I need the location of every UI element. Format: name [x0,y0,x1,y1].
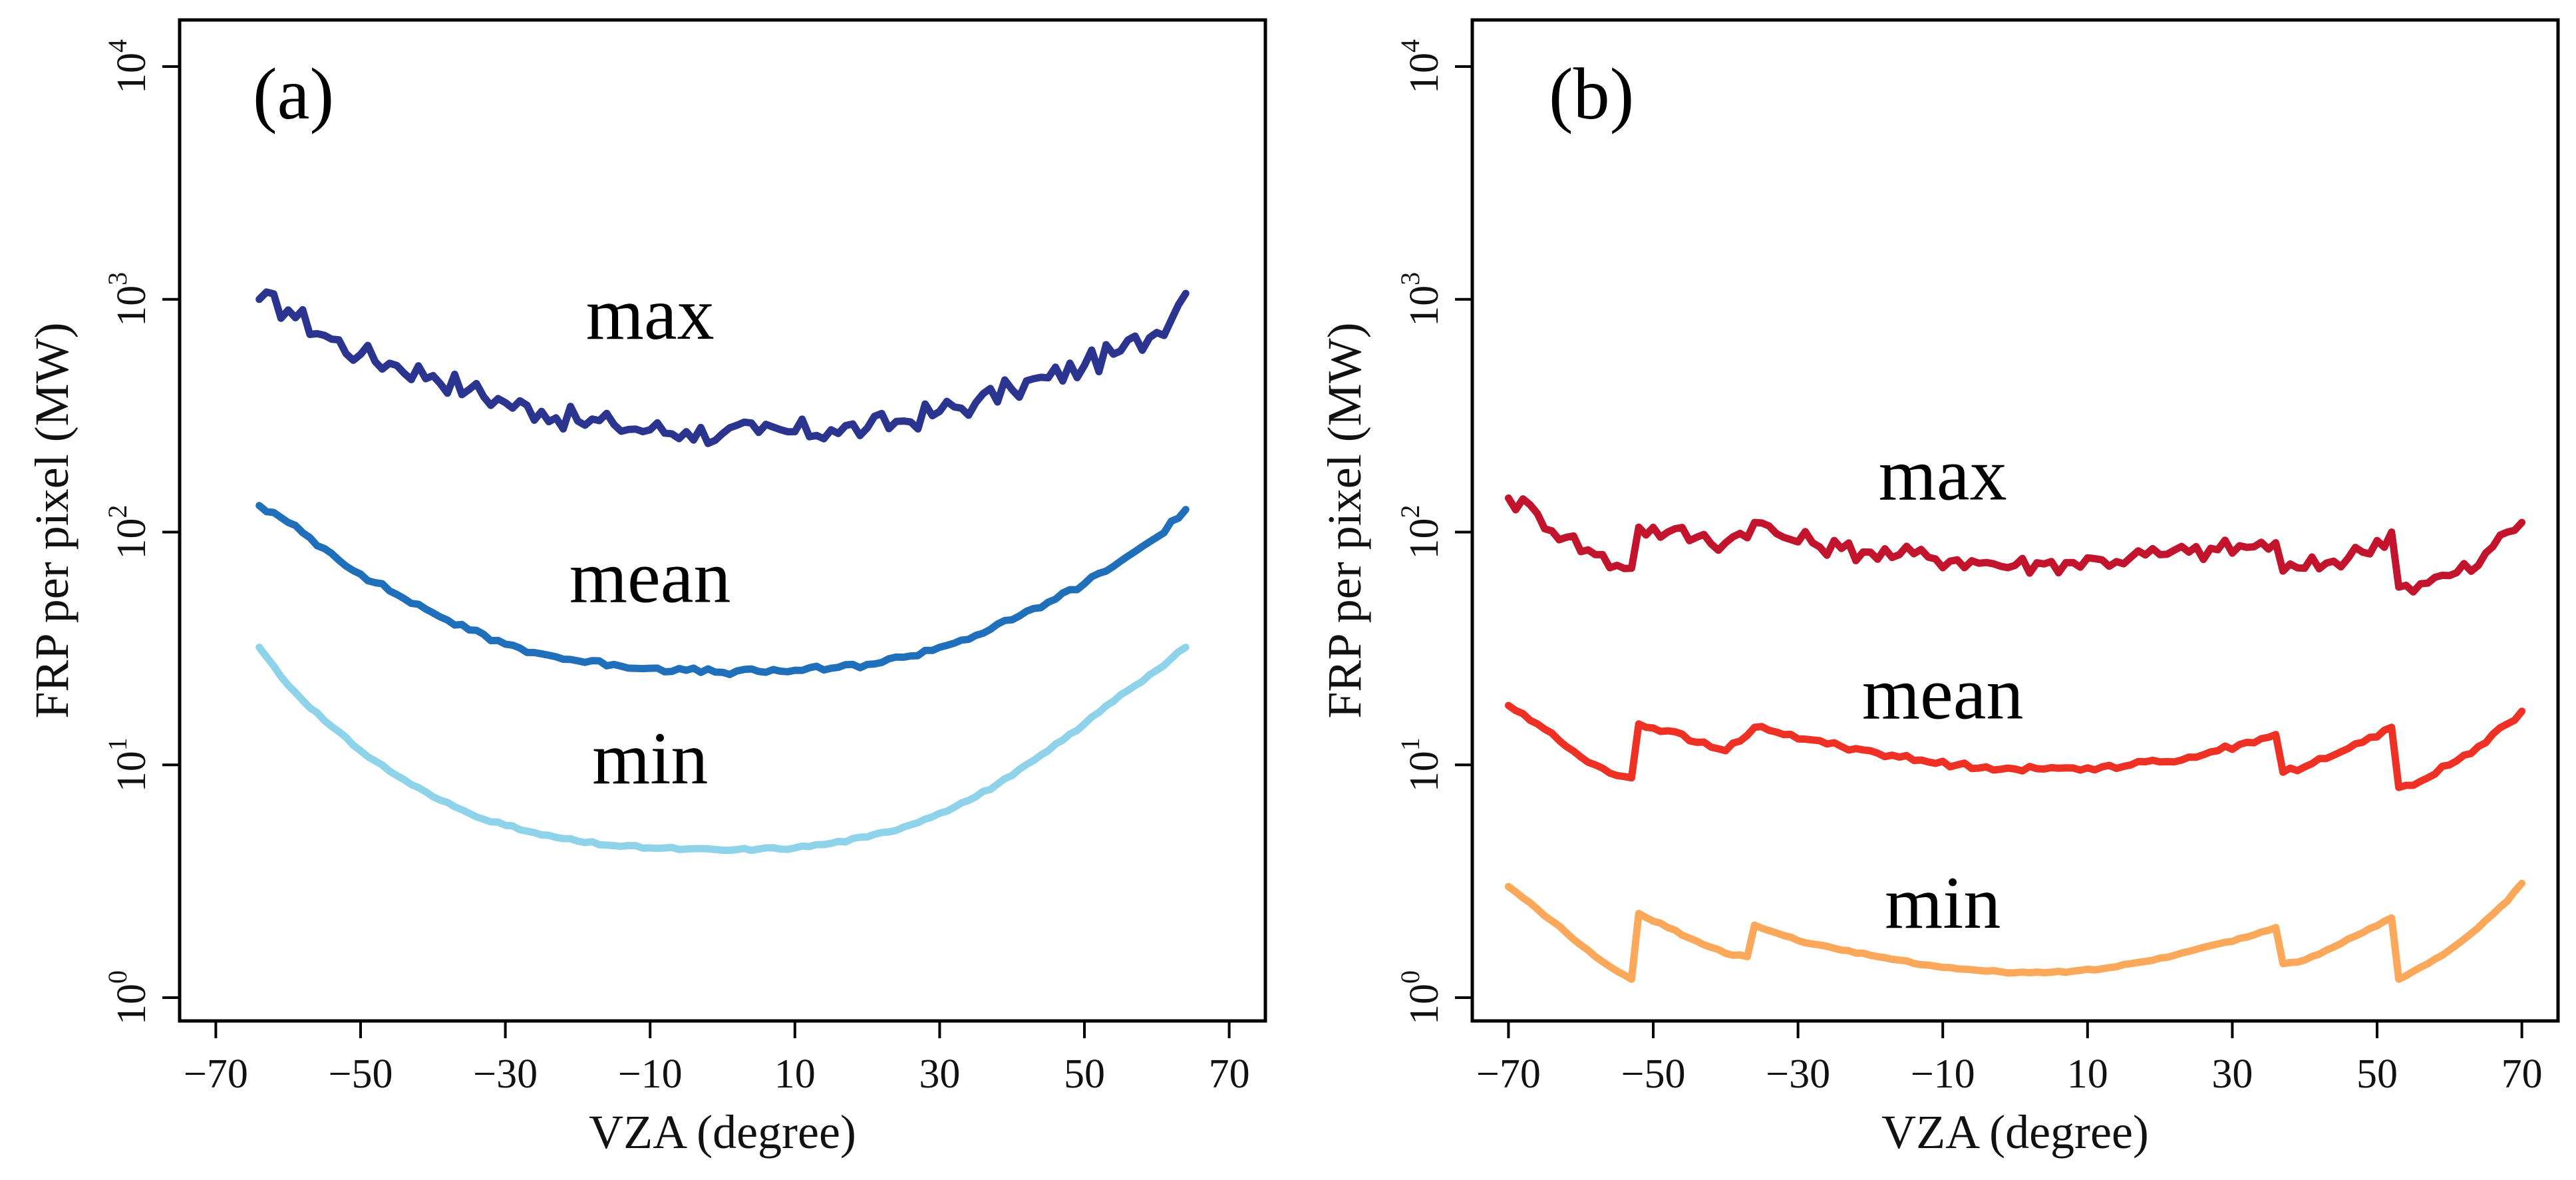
series-label-b-mean: mean [1862,652,2024,735]
y-tick-label-a-0: 100 [102,970,154,1025]
y-tick-label-b-2: 102 [1395,504,1447,559]
series-label-a-mean: mean [569,536,731,618]
panel-b: (b) VZA (degree) FRP per pixel (MW) −70−… [1318,18,2560,1159]
series-line-a-max [255,288,1190,447]
series-line-a-mean [255,502,1190,678]
x-tick-label-b-0: −70 [1476,1052,1541,1097]
y-tick-label-b-4: 104 [1395,39,1447,94]
x-tick-label-b-1: −50 [1621,1052,1686,1097]
plot-frame-b [1470,18,2560,1023]
series-line-b-max [1504,494,2526,596]
x-axis-label-b: VZA (degree) [1881,1105,2149,1159]
y-tick-label-b-1: 101 [1395,737,1447,792]
x-tick-label-a-4: 10 [774,1052,816,1097]
x-tick-label-a-2: −30 [473,1052,538,1097]
series-label-b-min: min [1885,862,2001,944]
series-line-a-min [255,644,1190,855]
y-ticks-a: 100 101 102 103 104 [102,39,180,1025]
x-tick-label-a-6: 50 [1064,1052,1105,1097]
series-group-a: max mean min [255,273,1190,855]
y-axis-label-a: FRP per pixel (MW) [25,322,79,718]
y-tick-label-a-4: 104 [102,39,154,94]
x-tick-label-a-0: −70 [184,1052,248,1097]
x-tick-label-a-1: −50 [329,1052,393,1097]
series-label-a-min: min [592,717,708,800]
panel-label-b: (b) [1549,53,1634,134]
series-label-a-max: max [586,273,715,355]
x-tick-label-b-4: 10 [2067,1052,2108,1097]
y-tick-label-b-3: 103 [1395,272,1447,327]
x-tick-label-b-6: 50 [2356,1052,2398,1097]
series-line-b-mean [1504,701,2526,791]
series-label-b-max: max [1879,434,2007,516]
panel-a: (a) VZA (degree) FRP per pixel (MW) −70−… [25,18,1267,1159]
x-axis-label-a: VZA (degree) [589,1105,856,1159]
y-ticks-b: 100 101 102 103 104 [1395,39,1472,1025]
series-group-b: max mean min [1504,434,2526,983]
y-tick-label-b-0: 100 [1395,970,1447,1025]
x-tick-label-b-3: −10 [1911,1052,1975,1097]
x-ticks-b: −70 −50 −30 −10 10 30 50 70 [1476,1021,2543,1097]
plot-frame-a [178,18,1267,1023]
y-tick-label-a-2: 102 [102,504,154,559]
y-tick-label-a-3: 103 [102,272,154,327]
panel-label-a: (a) [253,53,334,134]
y-axis-label-b: FRP per pixel (MW) [1318,322,1371,718]
series-line-b-min [1504,879,2526,983]
x-tick-label-a-5: 30 [919,1052,960,1097]
x-tick-label-a-7: 70 [1209,1052,1250,1097]
x-tick-label-b-7: 70 [2501,1052,2543,1097]
x-tick-label-a-3: −10 [618,1052,683,1097]
x-tick-label-b-2: −30 [1766,1052,1830,1097]
x-ticks-a: −70 −50 −30 −10 10 30 50 70 [184,1021,1250,1097]
x-tick-label-b-5: 30 [2211,1052,2253,1097]
y-tick-label-a-1: 101 [102,737,154,792]
